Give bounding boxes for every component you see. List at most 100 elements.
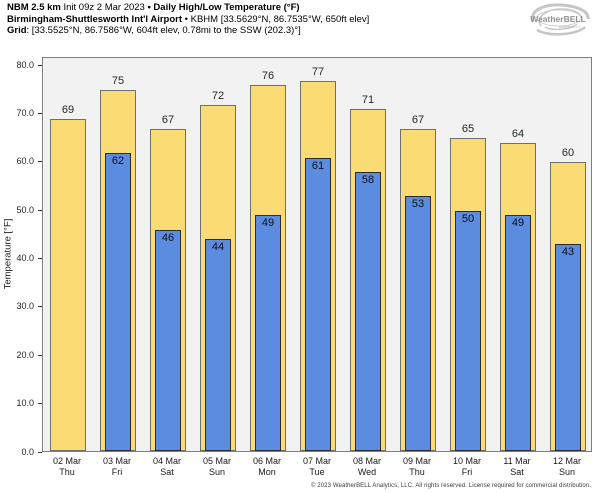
x-tick-label: 02 Mar Thu: [42, 456, 92, 478]
x-tick-day: Thu: [59, 467, 75, 477]
x-tick-date: 06 Mar: [252, 456, 281, 466]
y-tick-mark: [38, 306, 42, 308]
y-tick-mark: [38, 113, 42, 115]
bar-group: 77 61: [293, 58, 343, 451]
high-value-label: 72: [211, 89, 225, 102]
low-value-label: 46: [161, 231, 175, 244]
low-bar: 44: [205, 239, 231, 451]
bar-group: 60 43: [543, 58, 593, 451]
chart-header: NBM 2.5 km Init 09z 2 Mar 2023 • Daily H…: [7, 2, 369, 37]
x-tick-label: 06 Mar Mon: [242, 456, 292, 478]
x-tick-label: 11 Mar Sat: [492, 456, 542, 478]
high-value-label: 69: [61, 104, 75, 117]
y-tick-mark: [38, 64, 42, 66]
x-tick-label: 04 Mar Sat: [142, 456, 192, 478]
x-tick-label: 05 Mar Sun: [192, 456, 242, 478]
x-tick-day: Tue: [309, 467, 325, 477]
y-tick-label: 70.0: [16, 108, 34, 119]
x-tick-date: 04 Mar: [152, 456, 181, 466]
product-name: • Daily High/Low Temperature (°F): [147, 2, 300, 13]
y-tick-mark: [38, 354, 42, 356]
bar-group: 71 58: [343, 58, 393, 451]
low-value-label: 62: [111, 154, 125, 167]
y-tick-label: 10.0: [16, 398, 34, 409]
low-bar: 49: [255, 215, 281, 451]
high-value-label: 65: [461, 123, 475, 136]
x-tick-day: Sat: [510, 467, 524, 477]
y-tick-mark: [38, 161, 42, 163]
y-tick-label: 30.0: [16, 301, 34, 312]
x-tick-date: 08 Mar: [352, 456, 381, 466]
y-tick-label: 20.0: [16, 349, 34, 360]
bar-group: 67 46: [143, 58, 193, 451]
x-tick-day: Fri: [111, 467, 123, 477]
x-tick-label: 08 Mar Wed: [342, 456, 392, 478]
low-value-label: 49: [261, 217, 275, 230]
x-tick-day: Sun: [208, 467, 225, 477]
low-bar: 53: [405, 196, 431, 451]
high-value-label: 71: [361, 94, 375, 107]
init-time: Init 09z 2 Mar 2023: [60, 2, 148, 13]
x-tick-label: 09 Mar Thu: [392, 456, 442, 478]
x-tick-label: 12 Mar Sun: [542, 456, 592, 478]
x-tick-date: 09 Mar: [402, 456, 431, 466]
plot-area: 69 75 62 67 46 72 44 76 49 77 61 71 58 67 53 65 50 64 49 60…: [42, 57, 592, 452]
low-bar: 58: [355, 172, 381, 451]
bar-group: 75 62: [93, 58, 143, 451]
x-tick-day: Wed: [357, 467, 377, 477]
low-value-label: 50: [461, 212, 475, 225]
y-tick-mark: [38, 209, 42, 211]
y-tick-mark: [38, 258, 42, 260]
title-line-station: Birmingham-Shuttlesworth Int'l Airport •…: [7, 14, 369, 26]
weatherbell-logo: WeatherBELL Analytics LLC: [530, 3, 590, 36]
bar-group: 64 49: [493, 58, 543, 451]
low-bar: 49: [505, 215, 531, 451]
high-value-label: 67: [161, 113, 175, 126]
x-tick-day: Thu: [409, 467, 425, 477]
x-tick-label: 10 Mar Fri: [442, 456, 492, 478]
x-tick-date: 11 Mar: [503, 456, 531, 466]
bar-group: 72 44: [193, 58, 243, 451]
logo-text: WeatherBELL: [530, 14, 586, 24]
model-name: NBM 2.5 km: [7, 2, 61, 13]
x-tick-date: 10 Mar: [452, 456, 481, 466]
logo-subtext: Analytics LLC: [559, 25, 581, 29]
x-tick-day: Sat: [160, 467, 174, 477]
x-tick-label: 03 Mar Fri: [92, 456, 142, 478]
grid-coords: : [33.5525°N, 86.7586°W, 604ft elev, 0.7…: [26, 25, 301, 36]
y-tick-mark: [38, 451, 42, 453]
low-bar: 61: [305, 157, 331, 451]
y-tick-mark: [38, 403, 42, 405]
hurricane-swirl-icon: [530, 3, 590, 36]
title-line-grid: Grid: [33.5525°N, 86.7586°W, 604ft elev,…: [7, 25, 369, 37]
high-value-label: 60: [561, 147, 575, 160]
low-value-label: 44: [211, 241, 225, 254]
high-value-label: 77: [311, 65, 325, 78]
y-tick-label: 80.0: [16, 59, 34, 70]
x-tick-day: Fri: [461, 467, 473, 477]
x-tick-day: Sun: [558, 467, 575, 477]
y-tick-label: 60.0: [16, 156, 34, 167]
high-value-label: 75: [111, 75, 125, 88]
low-bar: 43: [555, 244, 581, 451]
title-line-model: NBM 2.5 km Init 09z 2 Mar 2023 • Daily H…: [7, 2, 369, 14]
low-value-label: 49: [511, 217, 525, 230]
x-tick-date: 05 Mar: [202, 456, 231, 466]
bar-group: 76 49: [243, 58, 293, 451]
y-tick-label: 0.0: [21, 446, 34, 457]
grid-label: Grid: [7, 25, 27, 36]
x-tick-date: 02 Mar: [52, 456, 81, 466]
high-value-label: 67: [411, 113, 425, 126]
low-bar: 62: [105, 152, 131, 451]
x-tick-date: 03 Mar: [102, 456, 131, 466]
low-value-label: 61: [311, 159, 325, 172]
low-value-label: 58: [361, 174, 375, 187]
station-coords: • KBHM [33.5629°N, 86.7535°W, 650ft elev…: [182, 13, 370, 25]
station-name: Birmingham-Shuttlesworth Int'l Airport: [7, 13, 183, 25]
low-value-label: 53: [411, 198, 425, 211]
high-value-label: 64: [511, 128, 525, 141]
x-tick-day: Mon: [258, 467, 276, 477]
x-tick-date: 07 Mar: [302, 456, 331, 466]
y-tick-label: 40.0: [16, 253, 34, 264]
